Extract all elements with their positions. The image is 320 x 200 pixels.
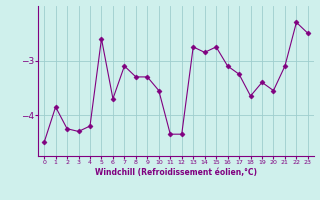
X-axis label: Windchill (Refroidissement éolien,°C): Windchill (Refroidissement éolien,°C)	[95, 168, 257, 177]
